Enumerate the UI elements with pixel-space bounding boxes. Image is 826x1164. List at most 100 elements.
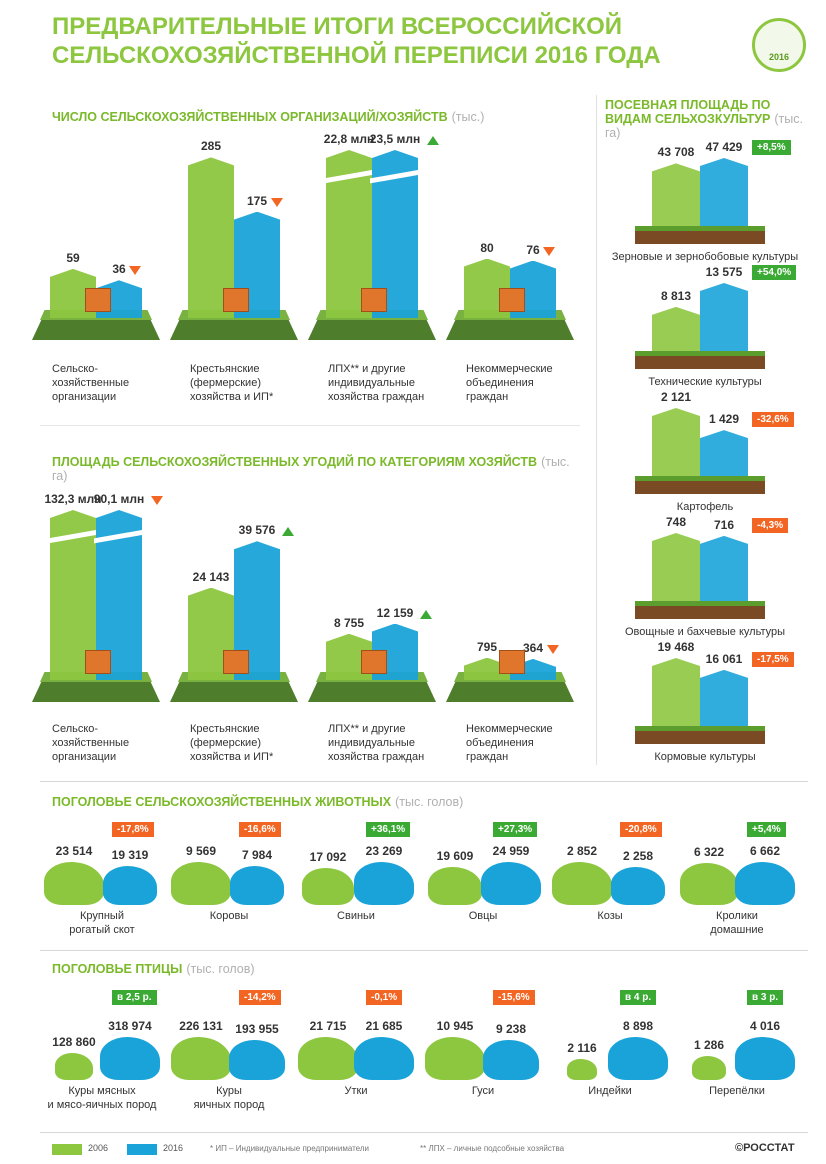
value-label: 9 238: [476, 1022, 546, 1036]
animal-icon: [481, 862, 541, 905]
soil: [635, 355, 765, 369]
footnote: ** ЛПХ – личные подсобные хозяйства: [420, 1144, 564, 1153]
house: [499, 650, 525, 674]
section-header: ПОСЕВНАЯ ПЛОЩАДЬ ПО ВИДАМ СЕЛЬХОЗКУЛЬТУР…: [605, 98, 810, 140]
animal-icon: [735, 862, 795, 905]
section-header: ПЛОЩАДЬ СЕЛЬСКОХОЗЯЙСТВЕННЫХ УГОДИЙ ПО К…: [52, 455, 572, 483]
section-header: ЧИСЛО СЕЛЬСКОХОЗЯЙСТВЕННЫХ ОРГАНИЗАЦИЙ/Х…: [52, 110, 572, 124]
value-label: 47 429: [689, 140, 759, 154]
category-label: Овощные и бахчевые культуры: [598, 625, 812, 639]
soil: [635, 480, 765, 494]
change-badge: -17,5%: [752, 652, 794, 667]
page-title: ПРЕДВАРИТЕЛЬНЫЕ ИТОГИ ВСЕРОССИЙСКОЙ СЕЛЬ…: [52, 12, 661, 70]
ground: [32, 318, 160, 340]
category-label: Некоммерческие объединения граждан: [466, 362, 586, 404]
value-label: 23 269: [349, 844, 419, 858]
divider: [40, 1132, 808, 1133]
section-title: ПЛОЩАДЬ СЕЛЬСКОХОЗЯЙСТВЕННЫХ УГОДИЙ ПО К…: [52, 455, 537, 469]
grass: [635, 226, 765, 231]
ground: [170, 318, 298, 340]
logo-text: 2016: [752, 52, 806, 62]
change-badge: +5,4%: [747, 822, 786, 837]
animal-icon: [103, 866, 157, 905]
change-badge: -16,6%: [239, 822, 281, 837]
category-label: Козы: [548, 909, 672, 923]
animal-icon: [680, 863, 738, 905]
animal-icon: [44, 862, 104, 905]
house: [85, 288, 111, 312]
legend-label: 2006: [88, 1143, 108, 1153]
category-label: Куры яичных пород: [167, 1084, 291, 1112]
change-badge: -15,6%: [493, 990, 535, 1005]
category-label: Крестьянские (фермерские) хозяйства и ИП…: [190, 722, 310, 764]
category-label: Куры мясных и мясо-яичных пород: [40, 1084, 164, 1112]
animal-icon: [608, 1037, 668, 1080]
bar: [652, 307, 700, 351]
grass: [635, 726, 765, 731]
change-badge: -0,1%: [366, 990, 402, 1005]
trend-arrow: [151, 496, 163, 505]
category-label: Сельско- хозяйственные организации: [52, 722, 172, 764]
house: [499, 288, 525, 312]
house: [361, 650, 387, 674]
change-badge: +27,3%: [493, 822, 537, 837]
animal-icon: [298, 1037, 358, 1080]
category-label: Гуси: [421, 1084, 545, 1098]
section-header: ПОГОЛОВЬЕ ПТИЦЫ (тыс. голов): [52, 962, 652, 976]
soil: [635, 230, 765, 244]
category-label: Кормовые культуры: [598, 750, 812, 764]
value-label: 76: [493, 243, 573, 257]
bar: [652, 658, 700, 726]
section-title: ПОГОЛОВЬЕ СЕЛЬСКОХОЗЯЙСТВЕННЫХ ЖИВОТНЫХ: [52, 795, 391, 809]
ground: [308, 680, 436, 702]
house: [223, 288, 249, 312]
change-badge: в 3 р.: [747, 990, 783, 1005]
change-badge: +8,5%: [752, 140, 791, 155]
bar: [652, 163, 700, 226]
ground: [308, 318, 436, 340]
divider: [40, 425, 580, 426]
animal-icon: [428, 867, 481, 905]
value-label: 8 898: [603, 1019, 673, 1033]
divider: [40, 950, 808, 951]
value-label: 1 286: [674, 1038, 744, 1052]
soil: [635, 730, 765, 744]
animal-icon: [692, 1056, 726, 1080]
section-unit: (тыс. голов): [186, 962, 254, 976]
category-label: Крупный рогатый скот: [40, 909, 164, 937]
value-label: 19 319: [95, 848, 165, 862]
soil: [635, 605, 765, 619]
animal-icon: [735, 1037, 795, 1080]
value-label: 13 575: [689, 265, 759, 279]
animal-icon: [171, 1037, 231, 1080]
ground: [446, 680, 574, 702]
category-label: Овцы: [421, 909, 545, 923]
animal-icon: [425, 1037, 485, 1080]
grass: [635, 351, 765, 356]
category-label: Утки: [294, 1084, 418, 1098]
change-badge: в 2,5 р.: [112, 990, 157, 1005]
category-label: Коровы: [167, 909, 291, 923]
legend-swatch: [52, 1144, 82, 1155]
animal-icon: [483, 1040, 538, 1080]
bar: [700, 158, 748, 226]
animal-icon: [611, 867, 664, 905]
bar: [700, 283, 748, 351]
value-label: 16 061: [689, 652, 759, 666]
ground: [446, 318, 574, 340]
legend-label: 2016: [163, 1143, 183, 1153]
animal-icon: [552, 862, 612, 905]
trend-arrow: [282, 527, 294, 536]
category-label: Зерновые и зернобобовые культуры: [598, 250, 812, 264]
grass: [635, 476, 765, 481]
section-title: ПОГОЛОВЬЕ ПТИЦЫ: [52, 962, 182, 976]
change-badge: -32,6%: [752, 412, 794, 427]
grass: [635, 601, 765, 606]
infographic: ПРЕДВАРИТЕЛЬНЫЕ ИТОГИ ВСЕРОССИЙСКОЙ СЕЛЬ…: [0, 0, 826, 1164]
trend-arrow: [543, 247, 555, 256]
animal-icon: [230, 866, 285, 905]
animal-icon: [567, 1059, 596, 1080]
trend-arrow: [271, 198, 283, 207]
category-label: Картофель: [598, 500, 812, 514]
category-label: Некоммерческие объединения граждан: [466, 722, 586, 764]
